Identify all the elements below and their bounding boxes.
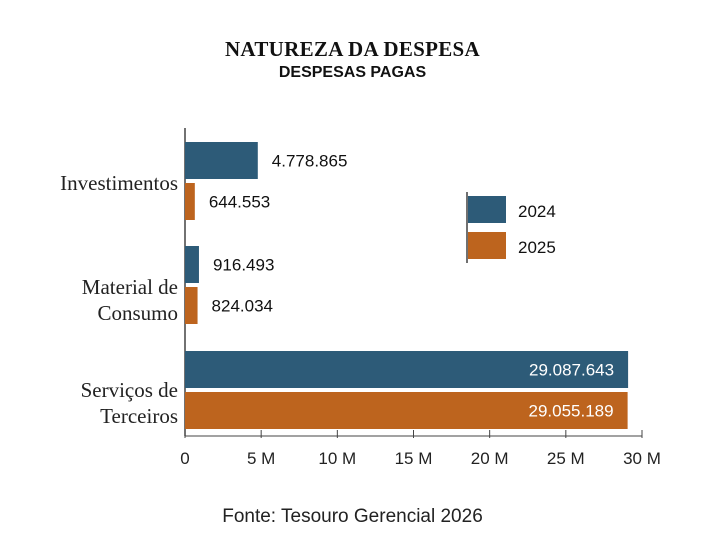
bar-2025 — [185, 392, 628, 429]
chart-subtitle: DESPESAS PAGAS — [278, 64, 427, 81]
chart-title: NATUREZA DA DESPESA — [224, 37, 481, 61]
x-tick-label: 20 M — [471, 449, 509, 468]
x-tick-label: 25 M — [547, 449, 585, 468]
x-tick-label: 0 — [180, 449, 189, 468]
x-tick-label: 30 M — [623, 449, 661, 468]
data-label-2024: 29.087.643 — [529, 361, 614, 380]
category-label-line: Serviços de — [80, 378, 178, 402]
category-label-line: Consumo — [97, 301, 178, 325]
x-tick-label: 10 M — [318, 449, 356, 468]
data-label-2024: 916.493 — [213, 256, 274, 275]
data-label-2025: 644.553 — [209, 193, 270, 212]
data-label-2025: 824.034 — [212, 297, 273, 316]
bar-2025 — [185, 183, 195, 220]
category-label: Material de Consumo — [82, 274, 178, 326]
source-note: Fonte: Tesouro Gerencial 2026 — [222, 506, 483, 527]
x-tick-label: 15 M — [395, 449, 433, 468]
category-label: Investimentos — [60, 170, 178, 196]
category-label-line: Material de — [81, 275, 178, 299]
data-label-2025: 29.055.189 — [529, 402, 614, 421]
category-label: Serviços de Terceiros — [81, 377, 178, 429]
category-label-line: Investimentos — [60, 171, 178, 195]
legend-swatch-2025 — [468, 232, 506, 259]
category-label-line: Terceiros — [100, 404, 178, 428]
data-label-2024: 4.778.865 — [272, 152, 348, 171]
legend-label-2024: 2024 — [518, 202, 556, 221]
legend-swatch-2024 — [468, 196, 506, 223]
bar-2024 — [185, 246, 199, 283]
bar-2024 — [185, 351, 629, 388]
bar-2025 — [185, 287, 198, 324]
legend-label-2025: 2025 — [518, 238, 556, 257]
x-tick-label: 5 M — [247, 449, 275, 468]
bar-2024 — [185, 142, 258, 179]
